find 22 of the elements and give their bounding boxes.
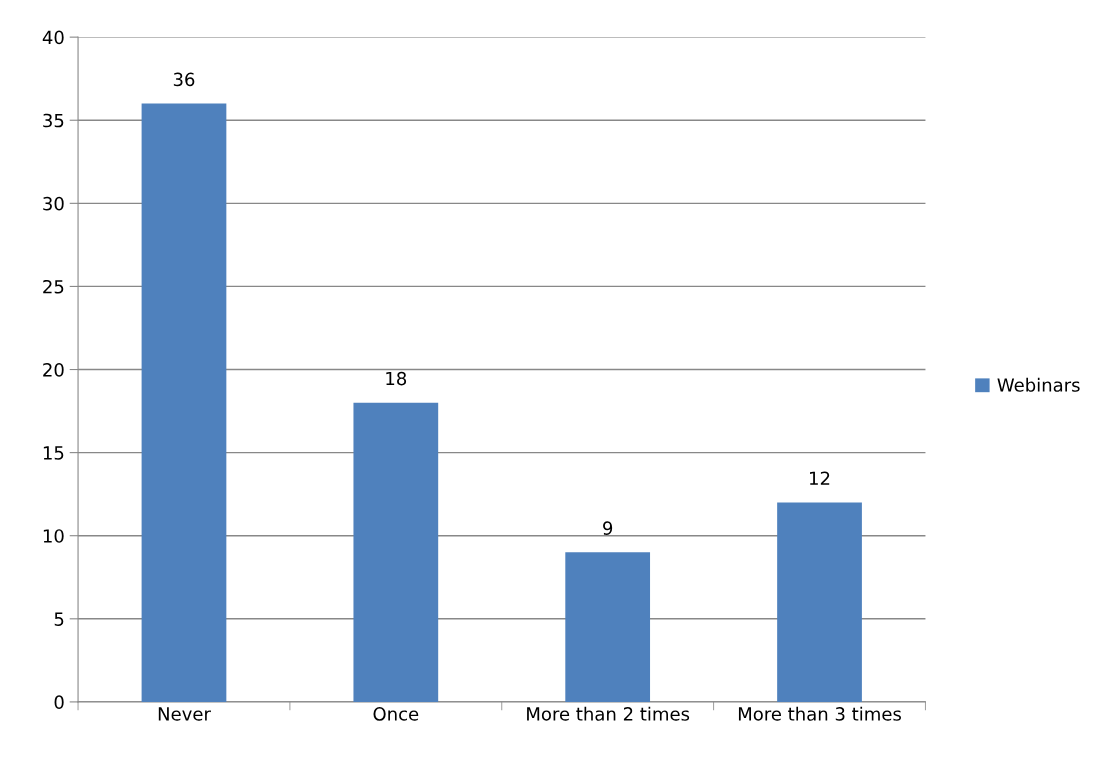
bar [565, 552, 651, 702]
bar [777, 502, 862, 702]
y-tick-label: 15 [43, 446, 64, 460]
y-tick-label: 25 [43, 279, 64, 294]
data-label: 9 [603, 521, 613, 535]
x-tick-label: More than 2 times [527, 706, 690, 721]
data-label: 36 [173, 72, 195, 87]
y-tick-label: 20 [43, 362, 64, 377]
y-tick-label: 35 [43, 113, 64, 128]
x-tick-label: Once [373, 707, 419, 721]
y-tick-label: 10 [43, 529, 64, 543]
y-tick-label: 5 [54, 612, 64, 626]
y-tick-label: 0 [54, 695, 64, 710]
y-tick-label: 40 [42, 30, 64, 45]
y-tick-label: 30 [43, 196, 64, 211]
legend-label: Webinars [997, 377, 1080, 392]
data-label: 18 [386, 371, 407, 386]
bar [141, 103, 227, 702]
x-tick-label: Never [158, 707, 211, 721]
x-tick-label: More than 3 times [738, 706, 901, 721]
bar [353, 402, 439, 702]
data-label: 12 [810, 471, 830, 485]
